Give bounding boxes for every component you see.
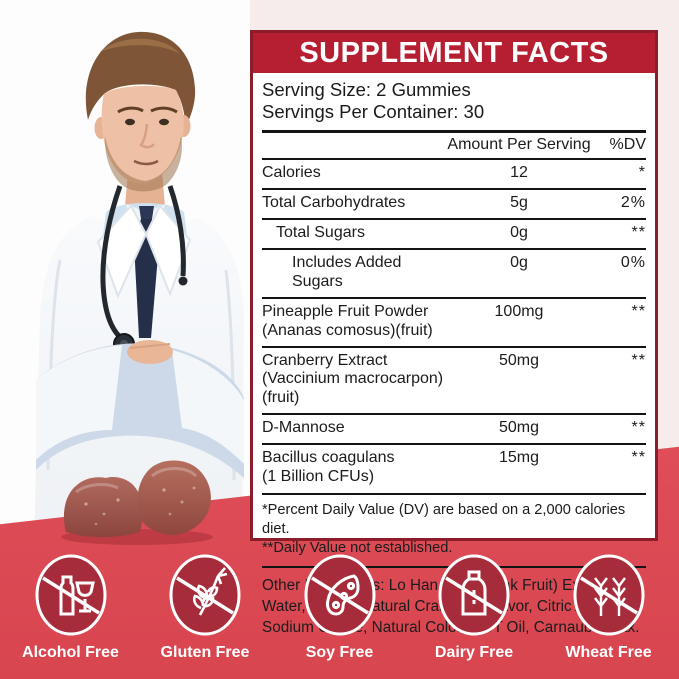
serving-size: Serving Size: 2 Gummies [262, 79, 471, 100]
nutrient-amount: 12 [510, 164, 528, 182]
nutrient-name: Includes Added Sugars [292, 254, 402, 290]
badge-label: Alcohol Free [22, 644, 119, 661]
nutrient-amount: 5g [510, 194, 528, 212]
nutrient-amount: 0g [510, 254, 528, 271]
nutrient-dv: ** [631, 449, 646, 466]
no-soy-icon [304, 554, 375, 636]
badge-label: Gluten Free [160, 644, 250, 661]
nutrient-amount: 0g [510, 224, 528, 242]
badge-label: Wheat Free [565, 644, 652, 661]
no-wheat-icon [573, 554, 644, 636]
servings-per-container: Servings Per Container: 30 [262, 101, 485, 123]
nutrient-dv: ** [631, 419, 646, 437]
nutrient-name: Total Carbohydrates [262, 194, 406, 212]
panel-title: SUPPLEMENT FACTS [299, 36, 609, 69]
badge-label: Soy Free [305, 644, 374, 661]
nutrient-dv: ** [631, 224, 646, 242]
doctor-illustration [0, 0, 250, 545]
nutrient-amount: 50mg [498, 351, 540, 369]
nutrient-amount: 50mg [498, 419, 540, 437]
table-column-headers: Amount Per Serving %DV [262, 130, 646, 158]
table-row: Total Sugars 0g ** [262, 218, 646, 248]
nutrient-subtext: (Ananas comosus)(fruit) [262, 321, 433, 339]
nutrient-amount: 15mg [498, 449, 540, 466]
footnote-not-established: **Daily Value not established. [262, 540, 453, 557]
nutrient-dv: ** [631, 351, 646, 369]
badge-wheat-free: Wheat Free [545, 552, 673, 662]
gummies-illustration [61, 460, 213, 545]
column-spacer [262, 136, 444, 154]
table-row: D-Mannose 50mg ** [262, 413, 646, 443]
nutrient-subtext: (Vaccinium macrocarpon)(fruit) [262, 370, 444, 407]
nutrient-name: Cranberry Extract [262, 351, 388, 369]
badge-alcohol-free: Alcohol Free [7, 552, 135, 662]
allergen-free-badges: Alcohol Free Gluten Free [0, 552, 679, 662]
table-row: Bacillus coagulans (1 Billion CFUs) 15mg … [262, 443, 646, 492]
column-amount-per-serving: Amount Per Serving [447, 136, 591, 154]
nutrient-name: Calories [262, 164, 321, 182]
footnotes: *Percent Daily Value (DV) are based on a… [262, 492, 646, 566]
no-dairy-icon [438, 554, 510, 636]
table-row: Includes Added Sugars 0g 0% [262, 248, 646, 297]
doctor-photo [0, 0, 250, 545]
nutrient-name: Bacillus coagulans [262, 449, 395, 466]
panel-header: SUPPLEMENT FACTS [253, 33, 655, 73]
table-row: Total Carbohydrates 5g 2% [262, 188, 646, 218]
badge-dairy-free: Dairy Free [410, 552, 538, 662]
no-alcohol-icon [35, 554, 106, 636]
serving-info: Serving Size: 2 Gummies Servings Per Con… [262, 79, 646, 123]
nutrient-dv: 2% [620, 194, 646, 212]
nutrient-dv: ** [631, 302, 646, 320]
nutrient-name: D-Mannose [262, 419, 345, 437]
nutrient-name: Total Sugars [276, 224, 365, 242]
badge-gluten-free: Gluten Free [141, 552, 269, 662]
nutrient-dv: 0% [620, 254, 646, 271]
table-row: Calories 12 * [262, 158, 646, 188]
nutrient-subtext: (1 Billion CFUs) [262, 467, 375, 485]
column-dv: %DV [609, 136, 646, 154]
nutrient-dv: * [638, 164, 646, 182]
badge-label: Dairy Free [434, 644, 514, 661]
gummies-photo [52, 452, 222, 547]
nutrient-name: Pineapple Fruit Powder [262, 302, 429, 320]
nutrient-amount: 100mg [494, 302, 544, 320]
footnote-dv: *Percent Daily Value (DV) are based on a… [262, 501, 626, 537]
table-row: Pineapple Fruit Powder (Ananas comosus)(f… [262, 296, 646, 346]
badge-soy-free: Soy Free [276, 552, 404, 662]
table-row: Cranberry Extract (Vaccinium macrocarpon)… [262, 345, 646, 414]
supplement-facts-panel: SUPPLEMENT FACTS Serving Size: 2 Gummies… [250, 30, 658, 636]
no-gluten-icon [169, 554, 241, 636]
